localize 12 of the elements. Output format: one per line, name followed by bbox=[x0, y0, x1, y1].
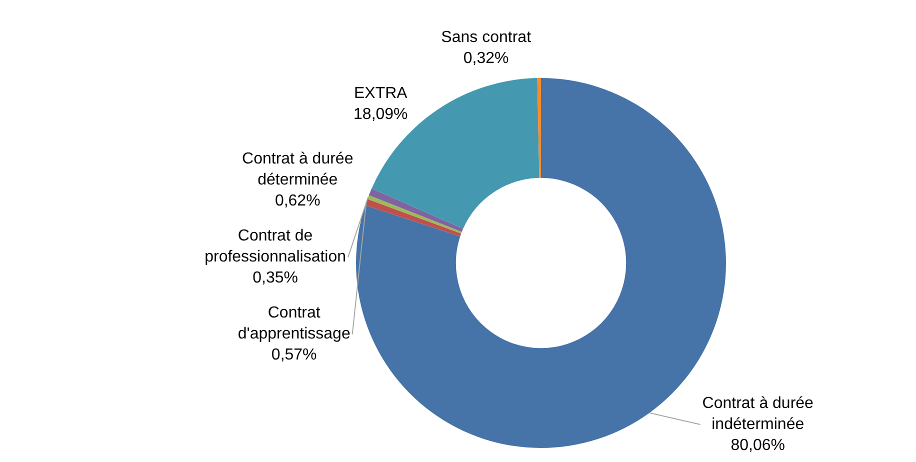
data-label: 80,06% bbox=[730, 436, 785, 454]
slice-label: Contrat à durée déterminée bbox=[242, 150, 354, 189]
slice-label: Sans contrat bbox=[441, 28, 532, 46]
slice-label: Contrat de professionnalisation bbox=[204, 228, 346, 266]
data-label: 0,57% bbox=[271, 346, 317, 364]
slice-label: EXTRA bbox=[354, 84, 408, 102]
slice-label: Contrat à durée indéterminée bbox=[702, 394, 814, 433]
slice-label: Contrat d'apprentissage bbox=[238, 304, 350, 343]
data-label: 0,62% bbox=[274, 192, 320, 210]
data-label: 0,32% bbox=[463, 50, 509, 67]
data-label: 0,35% bbox=[252, 270, 298, 287]
data-label: 18,09% bbox=[354, 106, 408, 123]
